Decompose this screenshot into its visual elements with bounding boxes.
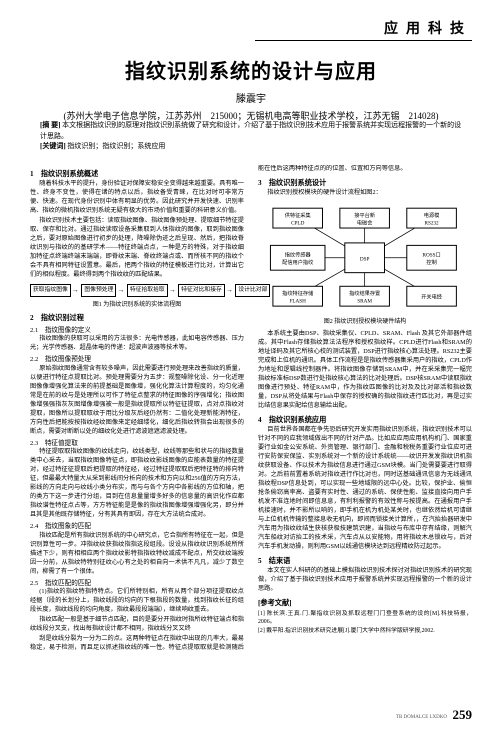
page-number: 259 — [453, 707, 473, 723]
subsection-heading: 2.2 指纹图像预处理 — [30, 355, 244, 365]
abstract-label: [摘 要] — [40, 121, 60, 129]
flow-box: 特征拾取拾取 — [127, 284, 168, 296]
section-5-heading: 5 结束语 — [258, 556, 472, 566]
svg-text:FLASH: FLASH — [290, 299, 307, 305]
arrow-right-icon: → — [169, 285, 176, 295]
svg-text:DSP: DSP — [360, 257, 370, 263]
para: 指纹图像的获取可以采用的方法很多：光电传感器，此如电容传感器、压力光；光学传感器… — [30, 335, 244, 353]
svg-text:电磁会: 电磁会 — [357, 219, 373, 227]
paper-title: 指纹识别系统的设计与应用 — [0, 55, 502, 84]
svg-text:供特征采集: 供特征采集 — [285, 211, 312, 219]
subsection-heading: 2.1 指纹图像的定义 — [30, 326, 244, 336]
title-block: 指纹识别系统的设计与应用 滕震宇 (苏州大学电子信息学院，江苏苏州 215000… — [0, 55, 502, 122]
references-block: [参考文献] [1] 陈长滨.王真.门.聚指纹识别及抓取远程门门登登系统的设的[… — [258, 598, 472, 636]
flow-box: 图像预处理 — [81, 284, 116, 296]
svg-text:指纹结果存置: 指纹结果存置 — [349, 289, 380, 297]
para: 随着科技水平的提升，身份验证对保障安稳安全变得越来越重要。具有唯一性、终身不变性… — [30, 180, 244, 216]
para: 指纹匹配一般是基于细节点匹配，目的是要分开指纹时指所纹特征端点和指纹线段分叉支，… — [30, 616, 244, 634]
author: 滕震宇 — [0, 90, 502, 105]
arrow-right-icon: → — [72, 285, 79, 295]
section-3-heading: 3 指纹识别系统设计 — [258, 178, 472, 188]
figure-2-diagram: 供特征采集 CPLD 接平台新电磁会 电源模 RS232 指纹传感器配信用户指纹 DSP RO… — [263, 202, 466, 314]
footer-publisher: TB DOMALCE LXDKO — [396, 715, 447, 720]
subsection-heading: 2.5 指纹匹配的匹配 — [30, 579, 244, 589]
section-1-heading: 1 指纹识别系统概述 — [30, 169, 244, 179]
para: 本文在实人科研的的基础上模拟指纹识别技术探讨对指纹识别技术的研究现做，介绍了基于… — [258, 567, 472, 594]
para: 指纹识别授权模块的硬件设计流程如图2： — [258, 189, 472, 198]
abstract-text: 本文根据指纹识别的原理对指纹识别系统做了研究和设计，介绍了基于指纹识别技术应用于… — [40, 121, 461, 140]
reference-item: [1] 陈长滨.王真.门.聚指纹识别及抓取远程门门登登系统的设的[M].科技特报… — [258, 610, 472, 627]
references-heading: [参考文献] — [258, 598, 472, 608]
figure-2-caption: 图2 指纹识别授权模块硬件结构 — [258, 318, 472, 327]
arrow-right-icon: → — [117, 285, 124, 295]
svg-text:RS232: RS232 — [425, 221, 440, 227]
para: 指纹匹配是所有指纹识别系统的中心研究点，它合指所有特征在一起，但是识别算性可一步… — [30, 532, 244, 577]
section-4-heading: 4 指纹识别系统应用 — [258, 415, 472, 425]
keywords-label: [关键词] — [40, 142, 66, 150]
abstract-block: [摘 要] 本文根据指纹识别的原理对指纹识别系统做了研究和设计，介绍了基于指纹识… — [40, 120, 467, 152]
figure-1-flow: 获取指纹图像→ 图像预处理→ 特征拾取拾取→ 特征对比和接存→ 设计比对部 — [30, 284, 244, 296]
svg-text:指纹特征存储: 指纹特征存储 — [282, 289, 313, 297]
svg-text:接平台新: 接平台新 — [355, 211, 376, 219]
para: 本系统主要由DSP、指纹采集仪、CPLD、SRAM、Flash 及其它外部器件组… — [258, 330, 472, 411]
svg-text:指纹传感器: 指纹传感器 — [285, 251, 312, 259]
body-columns: 1 指纹识别系统概述 随着科技水平的提升，身份验证对保障安稳安全变得越来越重要。… — [30, 165, 472, 698]
svg-text:CPLD: CPLD — [291, 221, 305, 227]
flow-box: 特征对比和接存 — [178, 284, 225, 296]
section-2-heading: 2 指纹识别过程 — [30, 313, 244, 323]
svg-text:ROSS口: ROSS口 — [423, 252, 441, 259]
header-category: 应用科技 — [384, 18, 472, 38]
svg-text:电源模: 电源模 — [424, 211, 440, 219]
svg-text:开关电经: 开关电经 — [422, 293, 443, 301]
para: (1)指纹的指纹特指特特点。它们所特别相，所有从两个部分项征提取纹点经据（段的长… — [30, 588, 244, 615]
subsection-heading: 2.3 特征值提取 — [30, 439, 244, 449]
block-diagram-svg: 供特征采集 CPLD 接平台新电磁会 电源模 RS232 指纹传感器配信用户指纹 DSP RO… — [263, 202, 466, 314]
header-rule — [255, 40, 472, 41]
svg-text:配信用户指纹: 配信用户指纹 — [282, 258, 314, 266]
para: 特征提取取指纹图像的纹线走向，纹线类型，纹线等那些和状与的指经数量类中心采去，当… — [30, 448, 244, 520]
svg-text:控制: 控制 — [427, 258, 437, 266]
subsection-heading: 2.4 指纹图象的匹配 — [30, 522, 244, 532]
flow-box: 获取指纹图像 — [30, 284, 71, 296]
para: 原始指纹图像通常含有较多噪声，因此需要进行预处理来改善指纹的质量，以便进行特征点… — [30, 365, 244, 437]
para: 指纹识别技术主要包括：读取指纹图像、指纹图像预处理、提取细节特征提取、保存和比对… — [30, 217, 244, 280]
arrow-right-icon: → — [226, 285, 233, 295]
figure-1-caption: 图1 为指纹识别系统的实体流程图 — [30, 301, 244, 310]
reference-item: [2] 戴平阳.指识识别技术研究进展[J].厦门大学中然科学版研学报,2002. — [258, 627, 472, 635]
keywords-text: 指纹识别；指纹识别；系统应用 — [67, 142, 165, 150]
svg-text:SRAM: SRAM — [358, 299, 373, 305]
flow-box: 设计比对部 — [235, 284, 270, 296]
para: 目前世界各国都在争先恐后研究开发实用指纹识别系统，指纹识别技术可以针对不同的应我… — [258, 426, 472, 552]
